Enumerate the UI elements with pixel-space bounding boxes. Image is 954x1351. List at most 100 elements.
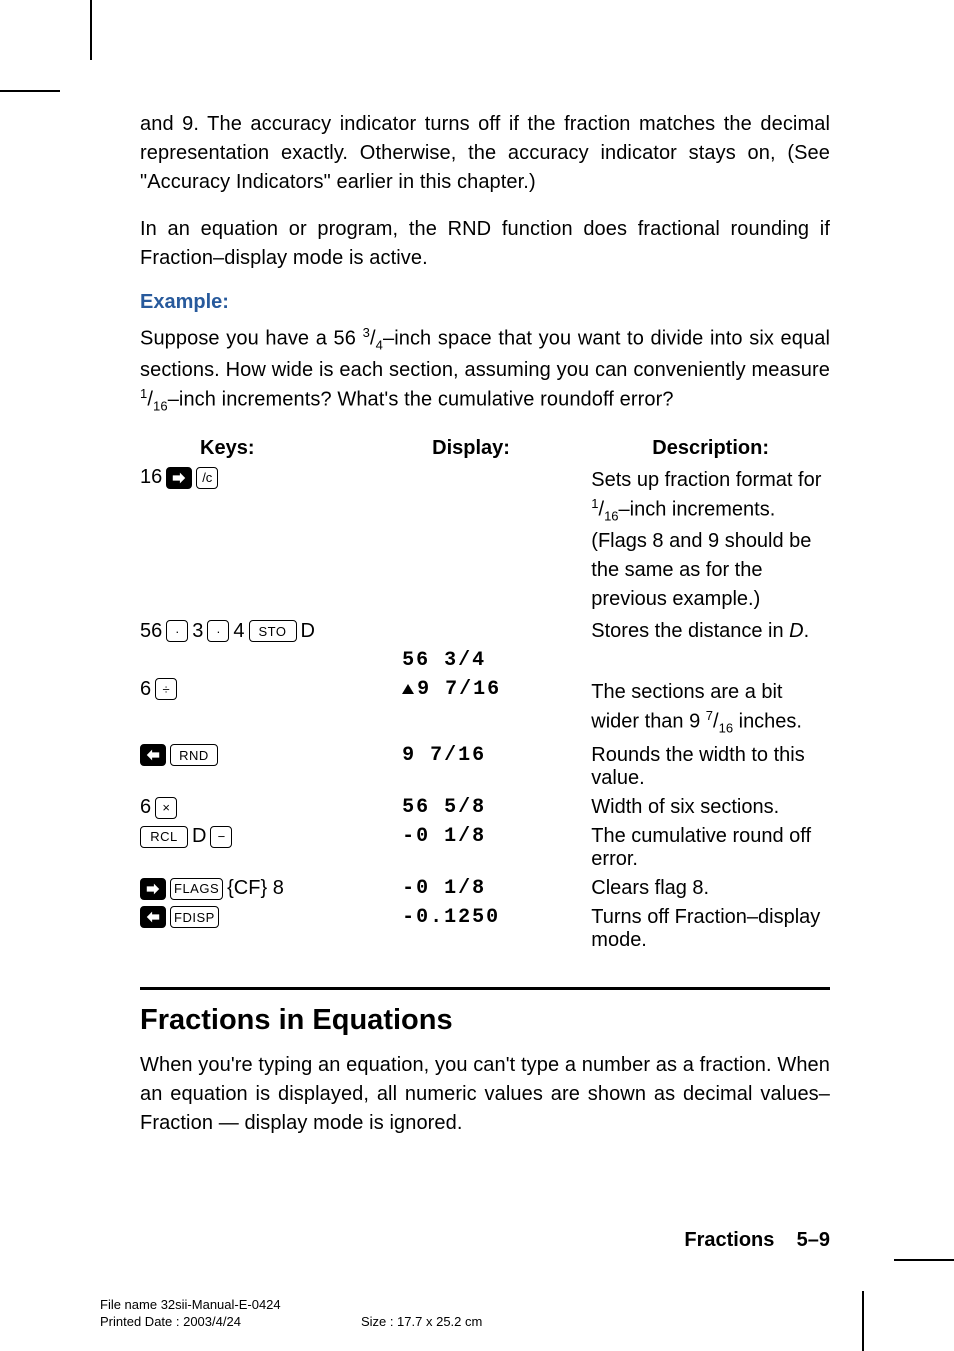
intro-frac1-n: 3 [363, 325, 370, 340]
section-rule [140, 987, 830, 990]
example-intro: Suppose you have a 56 3/4–inch space tha… [140, 324, 830, 416]
cell-display: -0 1/8 [402, 822, 591, 874]
file-footer: File name 32sii-Manual-E-0424 Printed Da… [100, 1296, 482, 1331]
table-row: 56 · 3 · 4 STO D Stores the distance in … [140, 617, 830, 646]
table-row: 6 × 56 5/8 Width of six sections. [140, 793, 830, 822]
desc-frac-n: 1 [591, 496, 598, 511]
key-text: 6 [140, 678, 151, 701]
table-row: FDISP -0.1250 Turns off Fraction–display… [140, 903, 830, 955]
dot-key: · [207, 620, 229, 642]
intro-c: –inch increments? What's the cumulative … [168, 388, 674, 410]
table-row: FLAGS {CF} 8 -0 1/8 Clears flag 8. [140, 874, 830, 903]
intro-a: Suppose you have a 56 [140, 328, 363, 350]
cell-desc: Sets up fraction format for 1/16–inch in… [591, 463, 830, 617]
table-row: 6 ÷ 9 7/16 The sections are a bit wider … [140, 675, 830, 742]
cell-desc: The sections are a bit wider than 9 7/16… [591, 675, 830, 742]
hdr-keys: Keys: [140, 434, 402, 463]
display-text: 9 7/16 [417, 678, 501, 701]
cell-desc: Stores the distance in D. [591, 617, 830, 646]
hdr-display: Display: [402, 434, 591, 463]
desc-a: Sets up fraction format for [591, 469, 821, 491]
key-text: {CF} 8 [227, 877, 284, 900]
desc-frac-d: 16 [604, 509, 618, 524]
cropmark-tl-h [0, 90, 60, 92]
accuracy-up-icon [402, 684, 414, 694]
shift-left-key-icon [140, 906, 166, 928]
flags-key: FLAGS [170, 878, 223, 900]
cropmark-br-v [862, 1291, 864, 1351]
cell-keys [140, 646, 402, 675]
cell-display: 9 7/16 [402, 741, 591, 793]
footer-page: 5–9 [797, 1229, 830, 1251]
sto-key: STO [249, 620, 297, 642]
key-text: 16 [140, 466, 162, 489]
cell-keys: RND [140, 741, 402, 793]
file-footer-size: Size : 17.7 x 25.2 cm [361, 1313, 482, 1331]
shift-right-key-icon [140, 878, 166, 900]
cell-display: 56 5/8 [402, 793, 591, 822]
file-footer-line1: File name 32sii-Manual-E-0424 [100, 1296, 482, 1314]
table-row: 16 /c Sets up fraction format for 1/16–i… [140, 463, 830, 617]
cell-display [402, 463, 591, 617]
cell-desc: Rounds the width to this value. [591, 741, 830, 793]
cell-keys: FDISP [140, 903, 402, 955]
para-1: and 9. The accuracy indicator turns off … [140, 110, 830, 197]
cell-display: -0.1250 [402, 903, 591, 955]
table-row: RND 9 7/16 Rounds the width to this valu… [140, 741, 830, 793]
cell-desc: Clears flag 8. [591, 874, 830, 903]
key-text: D [301, 620, 315, 643]
rcl-key: RCL [140, 826, 188, 848]
example-table: Keys: Display: Description: 16 /c Sets u… [140, 434, 830, 955]
desc-text: Stores the distance in [591, 620, 789, 642]
cell-desc: The cumulative round off error. [591, 822, 830, 874]
minus-key: − [210, 826, 232, 848]
intro-frac2-n: 1 [140, 386, 147, 401]
page-content: and 9. The accuracy indicator turns off … [140, 110, 830, 1156]
fraction-key: /c [196, 467, 218, 489]
desc-b: –inch increments. (Flags 8 and 9 should … [591, 499, 811, 610]
cell-desc: Width of six sections. [591, 793, 830, 822]
cell-keys: 16 /c [140, 463, 402, 617]
cell-keys: 56 · 3 · 4 STO D [140, 617, 402, 646]
table-row: RCL D − -0 1/8 The cumulative round off … [140, 822, 830, 874]
fdisp-key: FDISP [170, 906, 219, 928]
table-row: 56 3/4 [140, 646, 830, 675]
key-text: 4 [233, 620, 244, 643]
dot-key: · [166, 620, 188, 642]
desc-ital: D [789, 620, 803, 642]
key-text: 3 [192, 620, 203, 643]
cell-keys: RCL D − [140, 822, 402, 874]
section-title: Fractions in Equations [140, 1004, 830, 1037]
cell-keys: 6 × [140, 793, 402, 822]
hdr-desc: Description: [591, 434, 830, 463]
page-footer: Fractions 5–9 [684, 1229, 830, 1252]
desc-frac-d: 16 [719, 720, 733, 735]
desc-frac-n: 7 [706, 708, 713, 723]
para-2: In an equation or program, the RND funct… [140, 215, 830, 273]
cell-display: 56 3/4 [402, 646, 591, 675]
desc-after: . [804, 620, 810, 642]
cell-desc: Turns off Fraction–display mode. [591, 903, 830, 955]
intro-frac2-d: 16 [153, 398, 168, 413]
cropmark-tl-v [90, 0, 92, 60]
shift-left-key-icon [140, 744, 166, 766]
table-header-row: Keys: Display: Description: [140, 434, 830, 463]
cell-keys: FLAGS {CF} 8 [140, 874, 402, 903]
example-label: Example: [140, 291, 830, 314]
multiply-key: × [155, 797, 177, 819]
cropmark-br-h [894, 1259, 954, 1261]
cell-display: -0 1/8 [402, 874, 591, 903]
key-text: 6 [140, 796, 151, 819]
cell-display: 9 7/16 [402, 675, 591, 742]
key-text: D [192, 825, 206, 848]
cell-desc [591, 646, 830, 675]
cell-keys: 6 ÷ [140, 675, 402, 742]
intro-frac1-d: 4 [376, 338, 383, 353]
rnd-key: RND [170, 744, 218, 766]
section-body: When you're typing an equation, you can'… [140, 1051, 830, 1138]
key-text: 56 [140, 620, 162, 643]
cell-display [402, 617, 591, 646]
footer-title: Fractions [684, 1229, 774, 1251]
divide-key: ÷ [155, 678, 177, 700]
desc-b: inches. [733, 710, 802, 732]
